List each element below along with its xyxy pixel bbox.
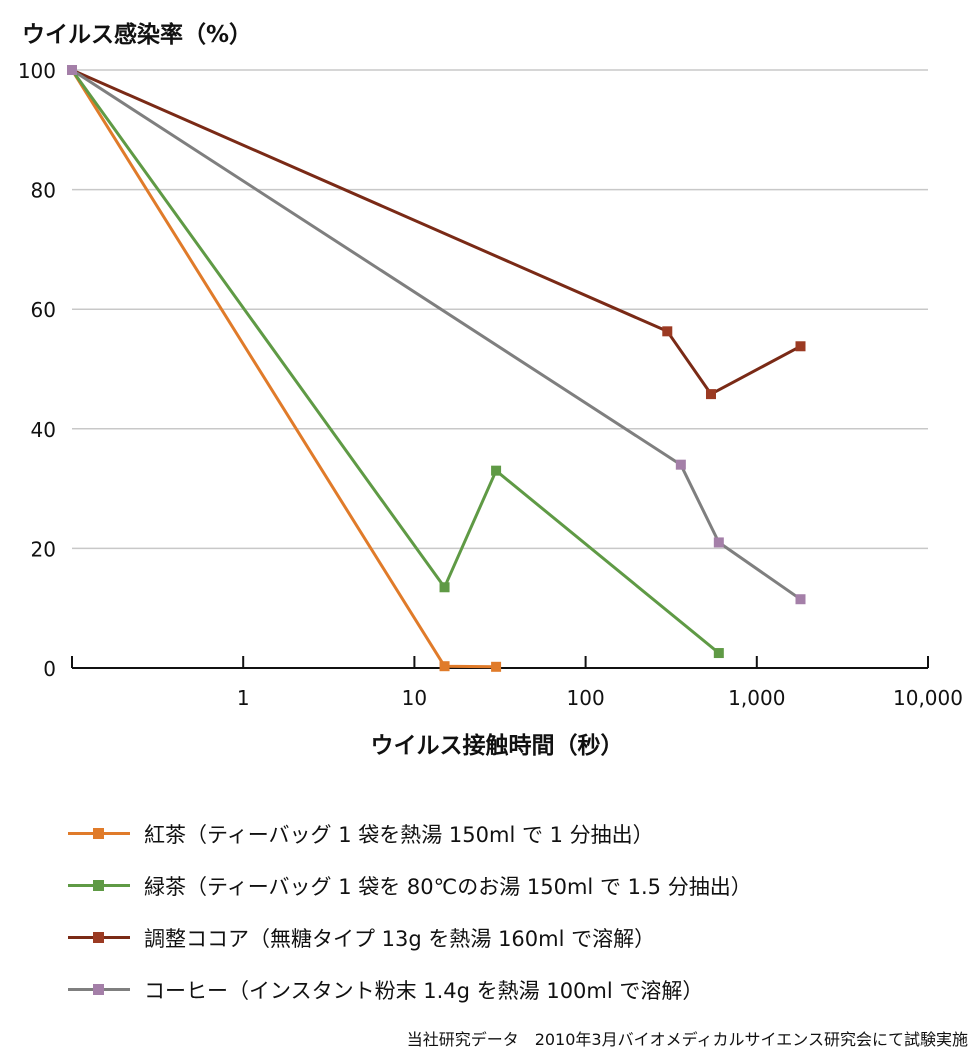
legend-swatch [68, 876, 130, 896]
data-point [491, 661, 502, 672]
data-point [67, 65, 77, 75]
y-tick-labels: 0 20 40 60 80 100 [18, 59, 56, 681]
legend-label: 調整ココア（無糖タイプ 13g を熱湯 160ml で溶解） [144, 927, 656, 951]
y-tick-label: 0 [43, 657, 56, 681]
y-axis-title: ウイルス感染率（%） [22, 21, 252, 48]
data-point [795, 594, 806, 605]
x-tick-label: 10 [402, 686, 427, 710]
legend-swatch [68, 824, 130, 844]
legend-marker [93, 880, 104, 891]
series-group [67, 65, 806, 672]
x-tick-label: 100 [567, 686, 605, 710]
series-4 [67, 65, 806, 605]
data-point [795, 341, 806, 352]
data-point [713, 648, 724, 659]
data-point [675, 459, 686, 470]
series-3 [67, 65, 806, 400]
data-point [662, 326, 673, 337]
data-point [705, 389, 716, 400]
source-note: 当社研究データ 2010年3月バイオメディカルサイエンス研究会にて試験実施 [406, 1030, 968, 1049]
data-point [713, 537, 724, 548]
x-tick-label: 10,000 [893, 686, 963, 710]
line-chart: ウイルス感染率（%） 0 20 40 60 80 100 1 10 100 1,000 10,00… [18, 21, 963, 759]
data-point [491, 465, 502, 476]
y-tick-label: 40 [31, 418, 56, 442]
series-line [70, 69, 720, 655]
legend-label: 紅茶（ティーバッグ 1 袋を熱湯 150ml で 1 分抽出） [144, 823, 654, 847]
legend-swatch [68, 928, 130, 948]
x-axis-title: ウイルス接触時間（秒） [371, 732, 624, 759]
legend-marker [93, 984, 104, 995]
data-point [439, 661, 450, 672]
series-line [71, 68, 802, 396]
y-tick-label: 60 [31, 298, 56, 322]
y-tick-label: 80 [31, 179, 56, 203]
x-tick-labels: 1 10 100 1,000 10,000 [237, 686, 963, 710]
legend: 紅茶（ティーバッグ 1 袋を熱湯 150ml で 1 分抽出） 緑茶（ティーバッグ… [68, 808, 752, 1016]
y-tick-label: 100 [18, 59, 56, 83]
gridlines [72, 69, 928, 550]
x-tick-label: 1 [237, 686, 250, 710]
series-line [71, 68, 802, 601]
legend-label: コーヒー（インスタント粉末 1.4g を熱湯 100ml で溶解） [144, 979, 704, 1003]
legend-label: 緑茶（ティーバッグ 1 袋を 80℃のお湯 150ml で 1.5 分抽出） [144, 875, 752, 899]
legend-item: 紅茶（ティーバッグ 1 袋を熱湯 150ml で 1 分抽出） [68, 808, 752, 860]
y-tick-label: 20 [31, 537, 56, 561]
legend-item: 調整ココア（無糖タイプ 13g を熱湯 160ml で溶解） [68, 912, 752, 964]
series-2 [67, 65, 724, 659]
legend-item: コーヒー（インスタント粉末 1.4g を熱湯 100ml で溶解） [68, 964, 752, 1016]
legend-marker [93, 828, 104, 839]
data-point [439, 582, 450, 593]
legend-item: 緑茶（ティーバッグ 1 袋を 80℃のお湯 150ml で 1.5 分抽出） [68, 860, 752, 912]
legend-swatch [68, 980, 130, 1000]
legend-marker [93, 932, 104, 943]
x-tick-label: 1,000 [728, 686, 785, 710]
